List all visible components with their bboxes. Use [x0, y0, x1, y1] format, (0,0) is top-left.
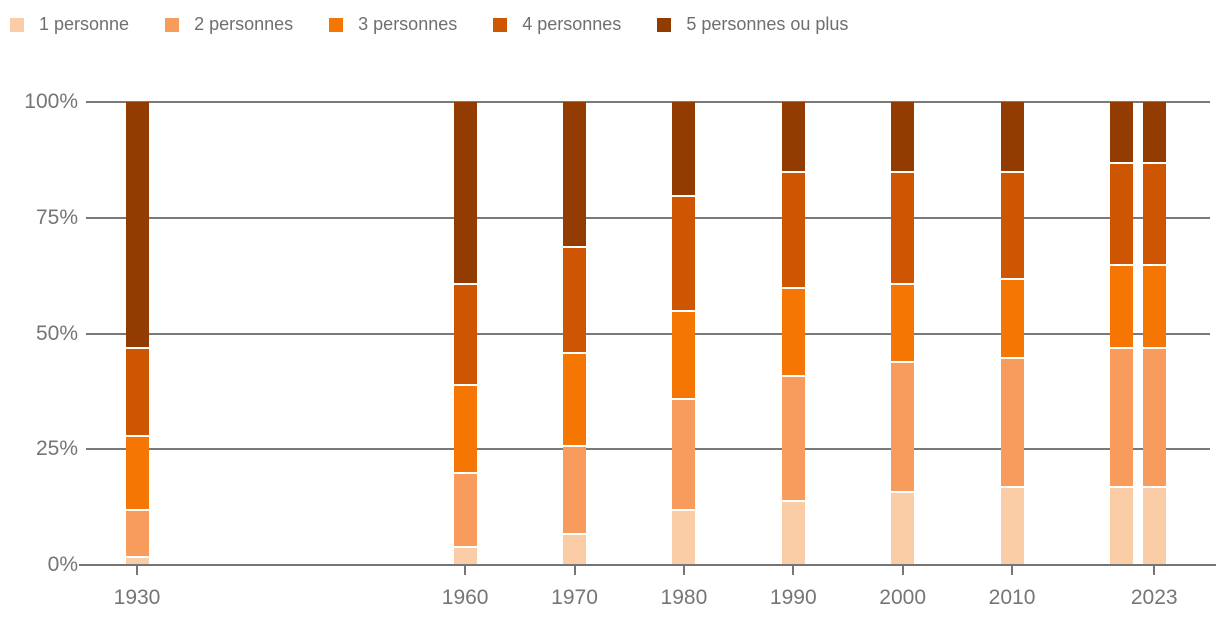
bar-1930 [126, 102, 149, 565]
legend-swatch-icon [10, 17, 24, 32]
bar-segment-2023-3-personnes [1143, 264, 1166, 348]
bar-segment-1980-2-personnes [672, 398, 695, 510]
bar-segment-2020-1-personne [1110, 486, 1133, 565]
y-axis-label-0: 0% [47, 553, 78, 576]
bar-2000 [891, 102, 914, 565]
y-axis-label-100: 100% [24, 90, 78, 113]
bar-segment-2023-4-personnes [1143, 162, 1166, 265]
bar-segment-1960-5-personnes-ou-plus [454, 102, 477, 283]
x-tick-1980 [682, 566, 685, 575]
x-tick-2023 [1153, 566, 1156, 575]
bar-segment-1990-2-personnes [782, 375, 805, 501]
x-axis-label-1930: 1930 [113, 586, 161, 609]
bar-segment-1930-3-personnes [126, 435, 149, 510]
bar-segment-1960-1-personne [454, 546, 477, 565]
bar-segment-1960-3-personnes [454, 384, 477, 473]
bar-segment-2023-5-personnes-ou-plus [1143, 102, 1166, 163]
bar-segment-2020-2-personnes [1110, 347, 1133, 487]
x-tick-2010 [1011, 566, 1014, 575]
legend-swatch-icon [493, 17, 508, 32]
x-axis-label-1980: 1980 [660, 586, 708, 609]
bar-segment-1970-1-personne [563, 532, 586, 565]
legend-label: 5 personnes ou plus [686, 14, 849, 34]
y-axis-label-75: 75% [35, 205, 78, 229]
x-tick-1990 [792, 566, 795, 575]
gridline-75 [86, 216, 1210, 219]
legend-swatch-icon [165, 17, 180, 32]
bar-segment-1930-2-personnes [126, 509, 149, 556]
bar-segment-1980-1-personne [672, 509, 695, 565]
legend-label: 3 personnes [358, 14, 458, 34]
bar-segment-2000-1-personne [891, 490, 914, 565]
bar-segment-1930-5-personnes-ou-plus [126, 102, 149, 348]
bar-segment-1930-4-personnes [126, 347, 149, 436]
legend-item-3-personnes[interactable]: 3 personnes [329, 14, 457, 35]
bar-1980 [672, 102, 695, 565]
bar-segment-1970-3-personnes [563, 352, 586, 445]
bar-1960 [454, 102, 477, 565]
bar-segment-2010-1-personne [1001, 486, 1024, 565]
bar-segment-2000-3-personnes [891, 282, 914, 362]
bar-segment-1960-2-personnes [454, 472, 477, 547]
legend-item-1-personne[interactable]: 1 personne [10, 14, 129, 35]
bar-segment-1990-4-personnes [782, 171, 805, 288]
bar-segment-2010-5-personnes-ou-plus [1001, 102, 1024, 172]
x-axis-label-1990: 1990 [769, 586, 817, 609]
legend-label: 4 personnes [522, 14, 622, 34]
bar-segment-1990-3-personnes [782, 287, 805, 376]
legend-label: 2 personnes [194, 14, 294, 34]
bar-segment-1990-5-personnes-ou-plus [782, 102, 805, 172]
bar-segment-2020-5-personnes-ou-plus [1110, 102, 1133, 163]
legend-item-4-personnes[interactable]: 4 personnes [493, 14, 621, 35]
bar-segment-1970-4-personnes [563, 245, 586, 353]
gridline-100 [86, 101, 1210, 103]
bar-segment-1960-4-personnes [454, 282, 477, 385]
x-axis-label-1960: 1960 [441, 586, 489, 609]
bar-2023 [1143, 102, 1166, 565]
y-axis-label-25: 25% [35, 437, 78, 461]
bar-segment-2010-2-personnes [1001, 356, 1024, 487]
gridline-50 [86, 332, 1210, 335]
bar-segment-1970-2-personnes [563, 444, 586, 533]
x-tick-1960 [464, 566, 467, 575]
bar-2020 [1110, 102, 1133, 565]
x-axis-label-1970: 1970 [551, 586, 598, 609]
legend-item-2-personnes[interactable]: 2 personnes [165, 14, 293, 35]
bar-1990 [782, 102, 805, 565]
x-tick-1930 [136, 566, 138, 575]
gridline-25 [86, 448, 1210, 451]
bar-segment-1980-4-personnes [672, 194, 695, 311]
bar-segment-1990-1-personne [782, 500, 805, 565]
bar-1970 [563, 102, 586, 565]
bar-segment-1980-3-personnes [672, 310, 695, 399]
x-tick-2000 [901, 566, 904, 575]
legend-item-5-personnes-ou-plus[interactable]: 5 personnes ou plus [657, 14, 848, 35]
bar-segment-1970-5-personnes-ou-plus [563, 102, 586, 246]
bar-segment-2000-4-personnes [891, 171, 914, 283]
bar-segment-2020-4-personnes [1110, 162, 1133, 265]
bar-segment-2010-4-personnes [1001, 171, 1024, 278]
bar-segment-1980-5-personnes-ou-plus [672, 102, 695, 195]
legend-swatch-icon [329, 17, 344, 32]
bar-segment-2000-5-personnes-ou-plus [891, 102, 914, 172]
x-axis-label-2023: 2023 [1130, 586, 1178, 609]
chart-legend: 1 personne 2 personnes 3 personnes 4 person… [10, 14, 1210, 35]
bar-segment-2020-3-personnes [1110, 264, 1133, 348]
bar-segment-2000-2-personnes [891, 361, 914, 491]
bar-2010 [1001, 102, 1024, 565]
legend-swatch-icon [657, 17, 672, 32]
x-tick-1970 [573, 566, 576, 575]
bar-segment-1930-1-personne [126, 555, 149, 565]
bar-segment-2023-2-personnes [1143, 347, 1166, 487]
bar-segment-2023-1-personne [1143, 486, 1166, 565]
x-axis-label-2000: 2000 [879, 586, 927, 609]
bar-segment-2010-3-personnes [1001, 277, 1024, 357]
x-axis-line [79, 564, 1216, 566]
x-axis-label-2010: 2010 [988, 586, 1036, 609]
y-axis-label-50: 50% [35, 321, 78, 345]
legend-label: 1 personne [39, 14, 130, 34]
